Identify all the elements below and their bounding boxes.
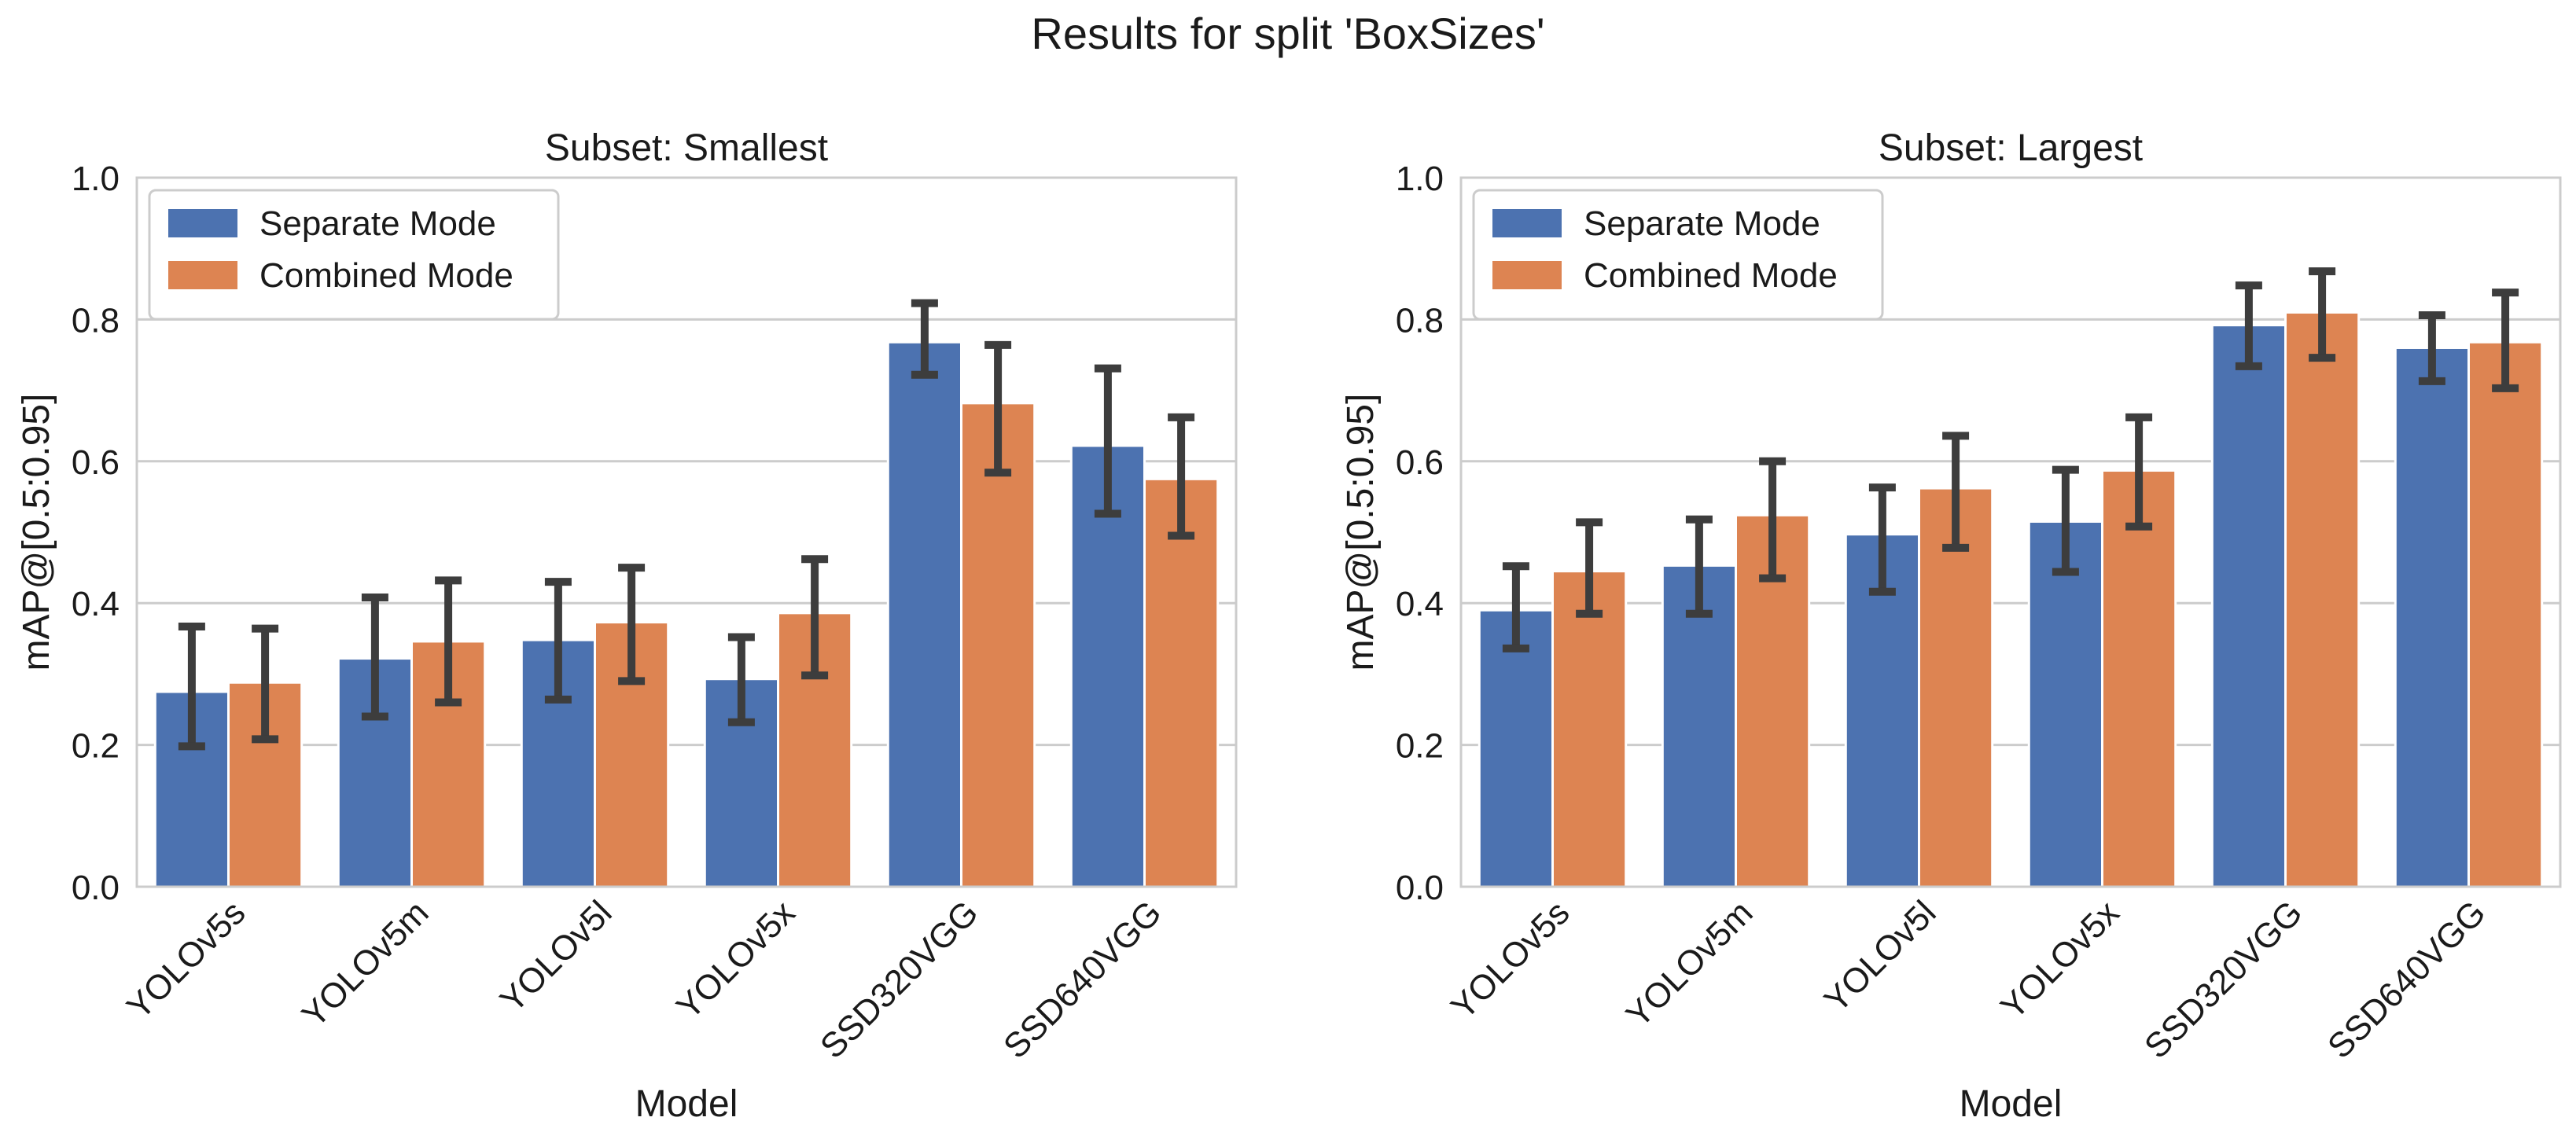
- bar-separate-ssd320vgg: [2210, 324, 2287, 888]
- bar-separate-ssd640vgg: [2394, 346, 2471, 888]
- bar-combined-yolov5l: [1918, 487, 1994, 888]
- legend-box: [1472, 189, 1884, 321]
- legend: Separate Mode Combined Mode: [1472, 189, 1884, 321]
- legend-swatch-combined: [168, 261, 237, 289]
- bar-combined-ssd640vgg: [1143, 477, 1220, 888]
- y-tick-label: 0.0: [72, 869, 120, 907]
- bar-separate-ssd320vgg: [886, 340, 963, 888]
- legend-swatch-separate: [168, 209, 237, 237]
- x-axis-label: Model: [1960, 1083, 2063, 1125]
- legend-box: [148, 189, 560, 321]
- legend-label-combined: Combined Mode: [259, 256, 513, 295]
- y-tick-label: 0.4: [72, 585, 120, 623]
- axes-frame: [135, 176, 1238, 888]
- y-tick-label: 1.0: [1396, 160, 1444, 198]
- legend-label-separate: Separate Mode: [1584, 204, 1820, 243]
- legend: Separate Mode Combined Mode: [148, 189, 560, 321]
- figure-suptitle: Results for split 'BoxSizes': [1031, 9, 1544, 58]
- bar-combined-ssd320vgg: [2284, 311, 2361, 888]
- y-tick-label: 1.0: [72, 160, 120, 198]
- y-tick-label: 0.6: [1396, 443, 1444, 482]
- legend-swatch-combined: [1492, 261, 1562, 289]
- y-tick-label: 0.8: [1396, 301, 1444, 340]
- bar-separate-yolov5x: [2027, 520, 2104, 888]
- panel-title: Subset: Largest: [1879, 127, 2143, 169]
- legend-label-combined: Combined Mode: [1584, 256, 1838, 295]
- x-axis-label: Model: [635, 1083, 738, 1125]
- y-tick-label: 0.8: [72, 301, 120, 340]
- legend-swatch-separate: [1492, 209, 1562, 237]
- panel-title: Subset: Smallest: [545, 127, 828, 169]
- bar-combined-yolov5s: [1551, 570, 1628, 888]
- axes-frame: [1459, 176, 2562, 888]
- y-tick-label: 0.6: [72, 443, 120, 482]
- bar-combined-yolov5x: [2101, 469, 2177, 888]
- y-tick-label: 0.2: [72, 727, 120, 766]
- y-axis-label: mAP@[0.5:0.95]: [16, 394, 57, 671]
- bar-combined-ssd640vgg: [2467, 340, 2544, 888]
- y-tick-label: 0.0: [1396, 869, 1444, 907]
- y-axis-label: mAP@[0.5:0.95]: [1340, 394, 1382, 671]
- y-tick-label: 0.4: [1396, 585, 1444, 623]
- legend-label-separate: Separate Mode: [259, 204, 496, 243]
- y-tick-label: 0.2: [1396, 727, 1444, 766]
